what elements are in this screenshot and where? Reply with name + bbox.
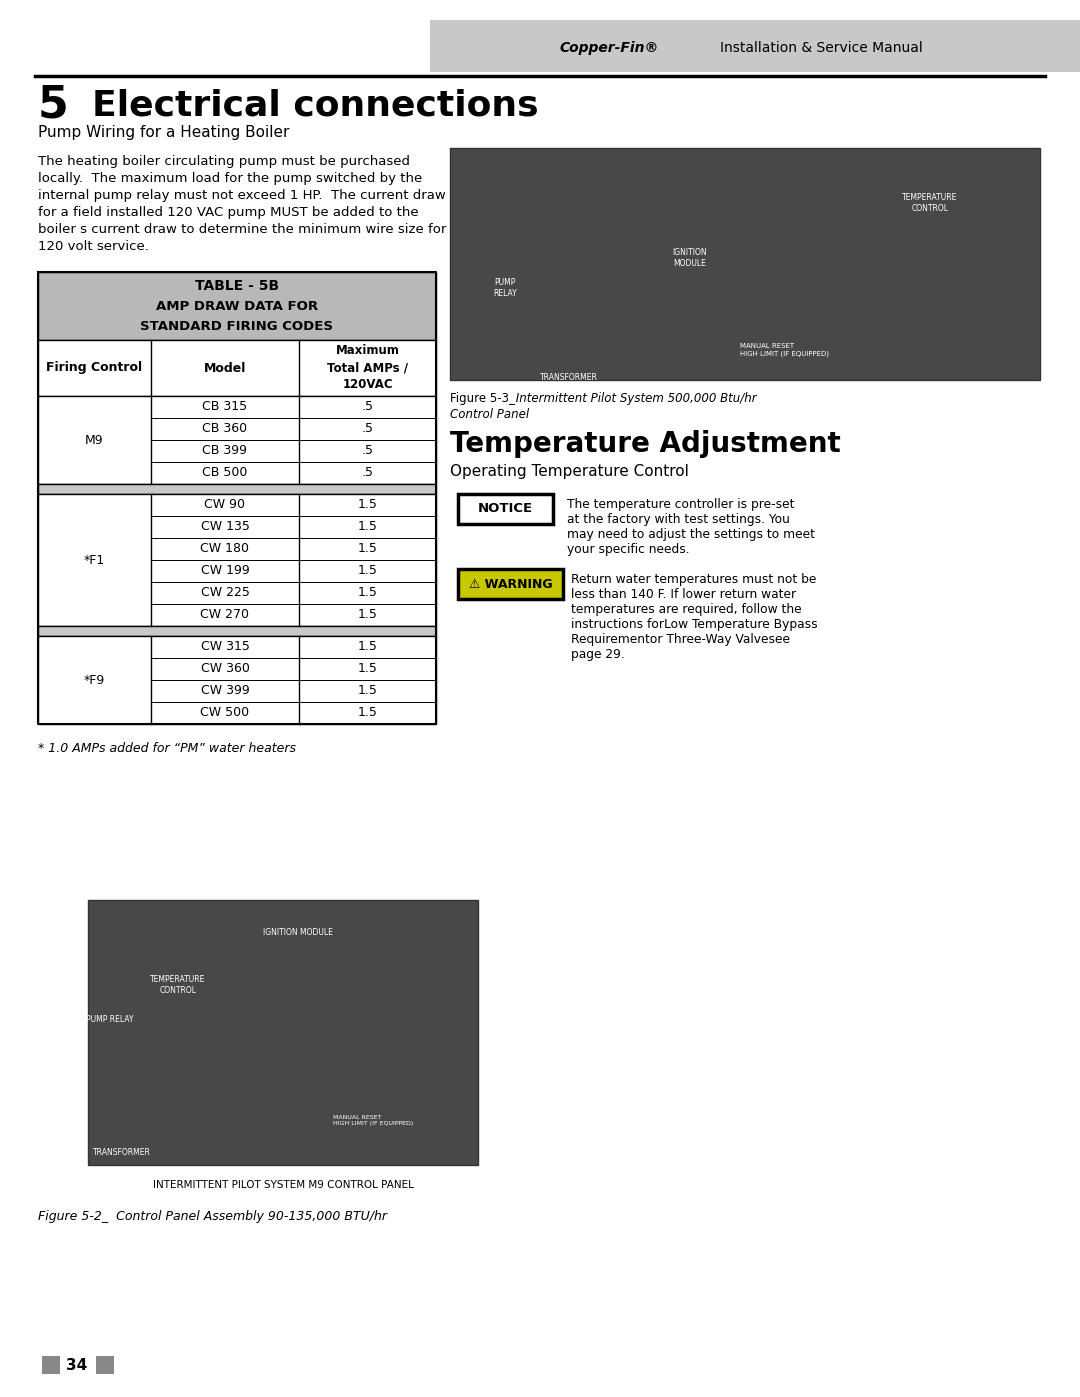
- Text: INTERMITTENT PILOT SYSTEM M9 CONTROL PANEL: INTERMITTENT PILOT SYSTEM M9 CONTROL PAN…: [152, 1180, 414, 1190]
- Text: 1.5: 1.5: [357, 707, 377, 719]
- Text: .5: .5: [362, 401, 374, 414]
- Text: Model: Model: [204, 362, 246, 374]
- Text: .5: .5: [362, 444, 374, 457]
- Text: Firing Control: Firing Control: [46, 362, 143, 374]
- Text: AMP DRAW DATA FOR: AMP DRAW DATA FOR: [156, 299, 319, 313]
- Text: CW 90: CW 90: [204, 499, 245, 511]
- Bar: [38, 395, 436, 483]
- Text: 1.5: 1.5: [357, 640, 377, 654]
- Text: *F1: *F1: [84, 553, 105, 567]
- Bar: [458, 569, 563, 599]
- Bar: [87, 900, 478, 1165]
- Bar: [96, 1356, 114, 1375]
- Text: 1.5: 1.5: [357, 685, 377, 697]
- Text: 1.5: 1.5: [357, 499, 377, 511]
- Bar: [38, 495, 436, 626]
- Bar: [430, 20, 1080, 73]
- Text: CW 225: CW 225: [201, 587, 249, 599]
- Text: .5: .5: [362, 422, 374, 436]
- Text: internal pump relay must not exceed 1 HP.  The current draw: internal pump relay must not exceed 1 HP…: [38, 189, 446, 203]
- Text: MANUAL RESET
HIGH LIMIT (IF EQUIPPED): MANUAL RESET HIGH LIMIT (IF EQUIPPED): [333, 1115, 414, 1126]
- Text: * 1.0 AMPs added for “PM” water heaters: * 1.0 AMPs added for “PM” water heaters: [38, 742, 296, 754]
- Text: 1.5: 1.5: [357, 587, 377, 599]
- Text: IGNITION
MODULE: IGNITION MODULE: [673, 249, 707, 268]
- Text: Maximum
Total AMPs /
120VAC: Maximum Total AMPs / 120VAC: [327, 345, 408, 391]
- Text: Requirementor Three-Way Valvesee: Requirementor Three-Way Valvesee: [571, 633, 789, 645]
- Text: boiler s current draw to determine the minimum wire size for: boiler s current draw to determine the m…: [38, 224, 446, 236]
- Text: Figure 5-2_  Control Panel Assembly 90-135,000 BTU/hr: Figure 5-2_ Control Panel Assembly 90-13…: [38, 1210, 387, 1222]
- Text: The heating boiler circulating pump must be purchased: The heating boiler circulating pump must…: [38, 155, 410, 168]
- Text: Return water temperatures must not be: Return water temperatures must not be: [571, 573, 816, 585]
- Text: MANUAL RESET
HIGH LIMIT (IF EQUIPPED): MANUAL RESET HIGH LIMIT (IF EQUIPPED): [740, 344, 829, 358]
- Text: Operating Temperature Control: Operating Temperature Control: [450, 464, 689, 479]
- Text: PUMP
RELAY: PUMP RELAY: [494, 278, 517, 298]
- Text: Intermittent Pilot System 500,000 Btu/hr: Intermittent Pilot System 500,000 Btu/hr: [512, 393, 757, 405]
- Text: TRANSFORMER: TRANSFORMER: [540, 373, 598, 381]
- Text: ⚠ WARNING: ⚠ WARNING: [469, 577, 552, 591]
- Text: page 29.: page 29.: [571, 648, 624, 661]
- Text: Control Panel: Control Panel: [450, 408, 529, 420]
- Bar: [38, 483, 436, 495]
- Text: Copper-Fin®: Copper-Fin®: [561, 41, 660, 54]
- Text: temperatures are required, follow the: temperatures are required, follow the: [571, 604, 801, 616]
- Bar: [450, 148, 1040, 380]
- Text: TRANSFORMER: TRANSFORMER: [93, 1148, 151, 1157]
- Text: PUMP RELAY: PUMP RELAY: [86, 1016, 134, 1024]
- Text: CW 315: CW 315: [201, 640, 249, 654]
- Text: TEMPERATURE
CONTROL: TEMPERATURE CONTROL: [150, 975, 205, 995]
- Text: Pump Wiring for a Heating Boiler: Pump Wiring for a Heating Boiler: [38, 124, 289, 140]
- Text: 1.5: 1.5: [357, 521, 377, 534]
- Text: 1.5: 1.5: [357, 662, 377, 676]
- Text: TABLE - 5B: TABLE - 5B: [194, 279, 279, 293]
- Text: 1.5: 1.5: [357, 542, 377, 556]
- Bar: [42, 1356, 60, 1375]
- Text: The temperature controller is pre-set: The temperature controller is pre-set: [567, 497, 795, 511]
- Text: CW 270: CW 270: [201, 609, 249, 622]
- Text: less than 140 F. If lower return water: less than 140 F. If lower return water: [571, 588, 796, 601]
- Text: STANDARD FIRING CODES: STANDARD FIRING CODES: [140, 320, 334, 334]
- Text: CB 399: CB 399: [203, 444, 247, 457]
- Text: IGNITION MODULE: IGNITION MODULE: [264, 928, 333, 937]
- Text: Electrical connections: Electrical connections: [92, 88, 539, 122]
- Text: CB 360: CB 360: [202, 422, 247, 436]
- Text: locally.  The maximum load for the pump switched by the: locally. The maximum load for the pump s…: [38, 172, 422, 184]
- Text: .5: .5: [362, 467, 374, 479]
- Text: TEMPERATURE
CONTROL: TEMPERATURE CONTROL: [902, 193, 958, 214]
- Text: for a field installed 120 VAC pump MUST be added to the: for a field installed 120 VAC pump MUST …: [38, 205, 419, 219]
- Text: may need to adjust the settings to meet: may need to adjust the settings to meet: [567, 528, 815, 541]
- Bar: [38, 339, 436, 395]
- Text: 1.5: 1.5: [357, 609, 377, 622]
- Bar: [458, 495, 553, 524]
- Text: instructions forLow Temperature Bypass: instructions forLow Temperature Bypass: [571, 617, 818, 631]
- Text: CW 135: CW 135: [201, 521, 249, 534]
- Text: Installation & Service Manual: Installation & Service Manual: [720, 41, 922, 54]
- Text: 1.5: 1.5: [357, 564, 377, 577]
- Text: *F9: *F9: [84, 673, 105, 686]
- Text: your specific needs.: your specific needs.: [567, 543, 690, 556]
- Text: 34: 34: [66, 1358, 87, 1372]
- Text: CB 315: CB 315: [202, 401, 247, 414]
- Bar: [38, 626, 436, 636]
- Text: at the factory with test settings. You: at the factory with test settings. You: [567, 513, 789, 527]
- Bar: [38, 272, 436, 339]
- Bar: [38, 636, 436, 724]
- Text: NOTICE: NOTICE: [478, 503, 534, 515]
- Text: CW 199: CW 199: [201, 564, 249, 577]
- Text: CW 180: CW 180: [201, 542, 249, 556]
- Text: CW 399: CW 399: [201, 685, 249, 697]
- Text: Figure 5-3_: Figure 5-3_: [450, 393, 515, 405]
- Text: M9: M9: [85, 433, 104, 447]
- Text: CB 500: CB 500: [202, 467, 247, 479]
- Text: CW 360: CW 360: [201, 662, 249, 676]
- Text: 120 volt service.: 120 volt service.: [38, 240, 149, 253]
- Text: CW 500: CW 500: [201, 707, 249, 719]
- Text: 5: 5: [38, 84, 69, 127]
- Text: Temperature Adjustment: Temperature Adjustment: [450, 430, 840, 458]
